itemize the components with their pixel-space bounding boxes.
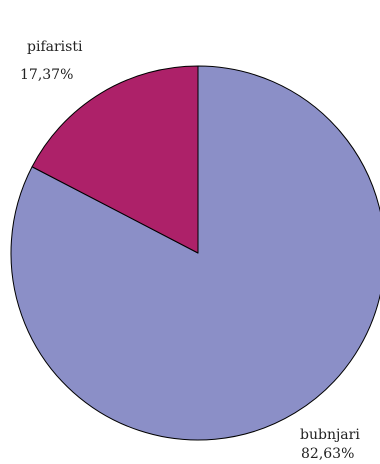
slice-percent-bubnjari: 82,63% bbox=[301, 446, 354, 462]
pie-slices bbox=[10, 65, 380, 441]
pie-slice-bubnjari bbox=[10, 65, 380, 441]
slice-label-pifaristi: pifaristi 17,37% bbox=[20, 39, 83, 83]
slice-name-bubnjari: bubnjari bbox=[300, 427, 360, 443]
slice-percent-pifaristi: 17,37% bbox=[20, 67, 73, 83]
slice-label-bubnjari: bubnjari 82,63% bbox=[300, 427, 360, 462]
slice-name-pifaristi: pifaristi bbox=[27, 39, 83, 55]
pie-slice-pifaristi bbox=[31, 65, 199, 254]
